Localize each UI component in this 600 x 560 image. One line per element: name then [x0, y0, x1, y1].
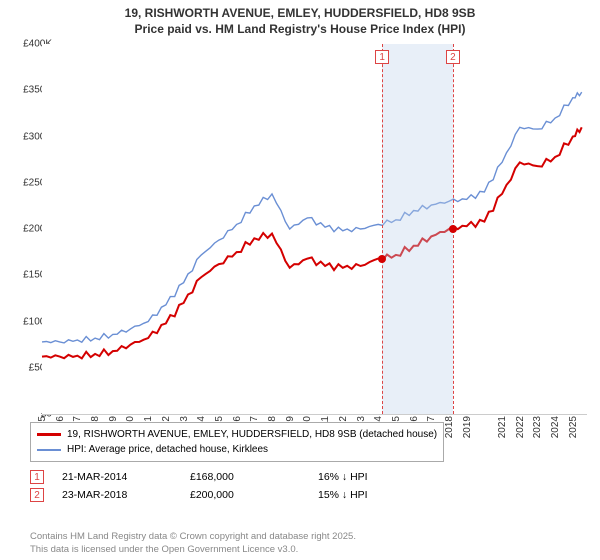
- sale-price: £168,000: [190, 471, 300, 483]
- title-line-1: 19, RISHWORTH AVENUE, EMLEY, HUDDERSFIEL…: [0, 6, 600, 22]
- gridline-h: [42, 414, 587, 415]
- sale-delta: 16% ↓ HPI: [318, 471, 428, 483]
- series-price_paid: [42, 127, 582, 358]
- marker-box: 1: [375, 50, 389, 64]
- series-hpi: [42, 92, 582, 343]
- legend-swatch-2: [37, 449, 61, 451]
- legend-label-1: 19, RISHWORTH AVENUE, EMLEY, HUDDERSFIEL…: [67, 427, 437, 442]
- plot-area: 12: [42, 44, 587, 414]
- legend-row-1: 19, RISHWORTH AVENUE, EMLEY, HUDDERSFIEL…: [37, 427, 437, 442]
- chart-container: 19, RISHWORTH AVENUE, EMLEY, HUDDERSFIEL…: [0, 0, 600, 560]
- marker-box: 2: [446, 50, 460, 64]
- legend-row-2: HPI: Average price, detached house, Kirk…: [37, 442, 437, 457]
- marker-line: [382, 44, 383, 414]
- attribution-line-2: This data is licensed under the Open Gov…: [30, 544, 356, 556]
- title-line-2: Price paid vs. HM Land Registry's House …: [0, 22, 600, 38]
- attribution-line-1: Contains HM Land Registry data © Crown c…: [30, 531, 356, 543]
- legend-box: 19, RISHWORTH AVENUE, EMLEY, HUDDERSFIEL…: [30, 422, 444, 462]
- sale-row: 1 21-MAR-2014 £168,000 16% ↓ HPI: [30, 470, 570, 484]
- sale-marker-box: 1: [30, 470, 44, 484]
- sale-marker-box: 2: [30, 488, 44, 502]
- sale-date: 23-MAR-2018: [62, 489, 172, 501]
- chart-title-block: 19, RISHWORTH AVENUE, EMLEY, HUDDERSFIEL…: [0, 0, 600, 39]
- legend-label-2: HPI: Average price, detached house, Kirk…: [67, 442, 268, 457]
- sale-price: £200,000: [190, 489, 300, 501]
- sale-point-dot: [378, 255, 386, 263]
- legend-and-sales: 19, RISHWORTH AVENUE, EMLEY, HUDDERSFIEL…: [30, 422, 570, 506]
- chart-lines-svg: [42, 44, 587, 414]
- legend-swatch-1: [37, 433, 61, 436]
- marker-band: [382, 44, 453, 414]
- sale-delta: 15% ↓ HPI: [318, 489, 428, 501]
- sale-point-dot: [449, 225, 457, 233]
- sale-row: 2 23-MAR-2018 £200,000 15% ↓ HPI: [30, 488, 570, 502]
- sale-rows: 1 21-MAR-2014 £168,000 16% ↓ HPI 2 23-MAR-201…: [30, 470, 570, 502]
- attribution: Contains HM Land Registry data © Crown c…: [30, 531, 356, 556]
- sale-date: 21-MAR-2014: [62, 471, 172, 483]
